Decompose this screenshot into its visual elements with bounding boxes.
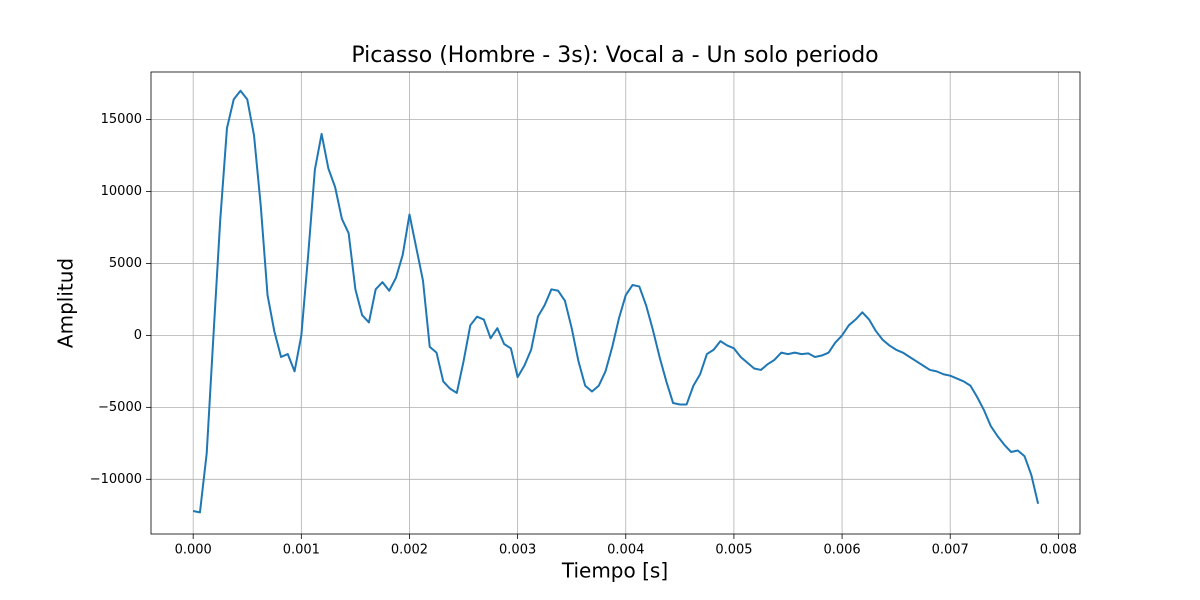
y-tick-label: 5000 [109, 256, 142, 271]
x-tick-label: 0.002 [391, 543, 428, 558]
x-tick-label: 0.003 [499, 543, 536, 558]
x-tick-label: 0.004 [607, 543, 644, 558]
x-axis-label: Tiempo [s] [561, 559, 668, 583]
y-tick-label: 10000 [101, 184, 142, 199]
x-tick-label: 0.007 [932, 543, 969, 558]
x-tick-label: 0.000 [175, 543, 212, 558]
y-tick-label: −10000 [90, 472, 142, 487]
x-tick-label: 0.006 [823, 543, 860, 558]
y-axis-label: Amplitud [54, 258, 78, 348]
y-tick-label: 0 [134, 328, 142, 343]
y-tick-label: 15000 [101, 112, 142, 127]
x-tick-label: 0.005 [715, 543, 752, 558]
data-line [192, 89, 1040, 514]
x-tick-label: 0.008 [1040, 543, 1077, 558]
x-tick-label: 0.001 [283, 543, 320, 558]
y-tick-label: −5000 [98, 400, 142, 415]
plot-frame [150, 71, 1081, 535]
chart-title: Picasso (Hombre - 3s): Vocal a - Un solo… [351, 43, 878, 68]
